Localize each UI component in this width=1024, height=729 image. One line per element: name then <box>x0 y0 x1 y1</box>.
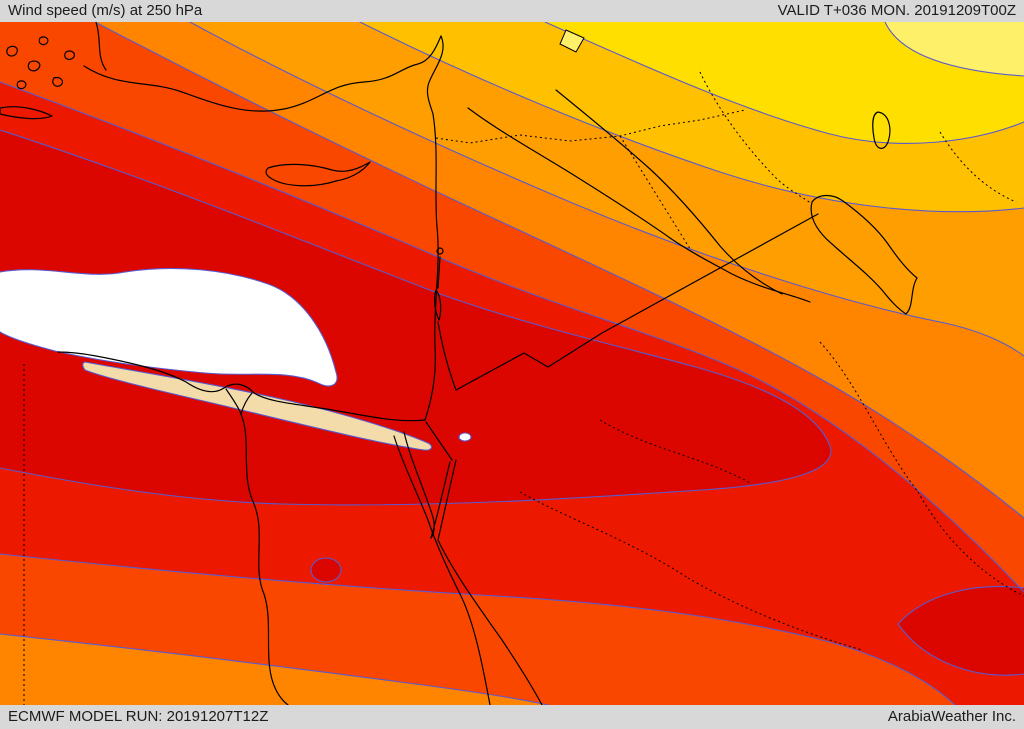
coastlines <box>0 22 918 705</box>
nile-delta-branch-west <box>225 388 242 415</box>
contour-line <box>0 81 1024 593</box>
border-dotted <box>939 131 1017 203</box>
sea-of-galilee <box>436 247 444 255</box>
contour-line <box>189 22 1024 357</box>
lake-tuz <box>559 29 585 53</box>
border-dotted <box>599 419 753 485</box>
red-speed-blob <box>310 557 342 583</box>
credit-label: ArabiaWeather Inc. <box>887 708 1016 725</box>
euphrates-river <box>467 107 811 303</box>
border-dotted <box>687 577 863 651</box>
model-run-label: ECMWF MODEL RUN: 20191207T12Z <box>8 708 269 725</box>
isotach-bands <box>0 22 1024 705</box>
band-yellow-pale-corner <box>885 22 1024 76</box>
white-speed-dot <box>458 432 472 442</box>
saudi-jordan-iraq-borders <box>455 213 819 391</box>
header-bar: Wind speed (m/s) at 250 hPa VALID T+036 … <box>0 0 1024 22</box>
band-red-deep <box>0 130 831 505</box>
cyprus-island <box>265 161 371 187</box>
gulf-of-aqaba-west-shore <box>430 461 451 539</box>
map-title: Wind speed (m/s) at 250 hPa <box>8 2 203 19</box>
turkey-south-coast <box>83 35 442 112</box>
border-dotted <box>917 491 1024 597</box>
border-dotted <box>819 341 919 493</box>
egypt-north-coast <box>57 351 426 422</box>
aegean-islands <box>6 36 76 90</box>
red-sea-east-coast <box>437 459 543 705</box>
turkey-syria-border <box>435 109 746 144</box>
wind-map <box>0 22 1024 705</box>
nile-delta-branch-east <box>240 392 253 415</box>
contour-line <box>0 553 956 705</box>
dead-sea <box>433 289 442 321</box>
anatolia-west-coast <box>95 22 107 71</box>
contour-line <box>94 22 1024 519</box>
contour-line <box>884 22 1024 77</box>
gulf-of-suez-east-shore <box>403 431 435 539</box>
footer-bar: ECMWF MODEL RUN: 20191207T12Z ArabiaWeat… <box>0 705 1024 729</box>
gulf-of-suez-west-shore <box>393 435 491 705</box>
contour-line <box>544 22 1024 144</box>
crete-island <box>0 106 53 120</box>
lake-urmia <box>872 111 891 149</box>
iskenderun-coast <box>426 35 444 115</box>
contour-line <box>0 267 338 387</box>
persian-gulf <box>810 194 918 315</box>
band-red-deep-southeast <box>898 586 1024 676</box>
nile-river <box>240 413 289 705</box>
arava-border <box>437 321 457 391</box>
validity-timestamp: VALID T+036 MON. 20191209T00Z <box>777 2 1016 19</box>
wind-map-svg <box>0 22 1024 705</box>
band-orange-deep-south <box>0 634 548 705</box>
tigris-river <box>555 89 783 295</box>
contour-line <box>0 129 832 506</box>
jordan-river <box>437 256 441 289</box>
levant-coast <box>424 113 439 421</box>
isotach-contours <box>0 22 1024 705</box>
contour-line <box>0 633 549 705</box>
dotted-borders <box>23 71 1024 705</box>
contour-line <box>359 22 1024 213</box>
border-dotted <box>519 491 689 579</box>
contour-line <box>897 585 1024 676</box>
cream-band <box>82 361 433 451</box>
egypt-israel-border <box>425 421 453 461</box>
